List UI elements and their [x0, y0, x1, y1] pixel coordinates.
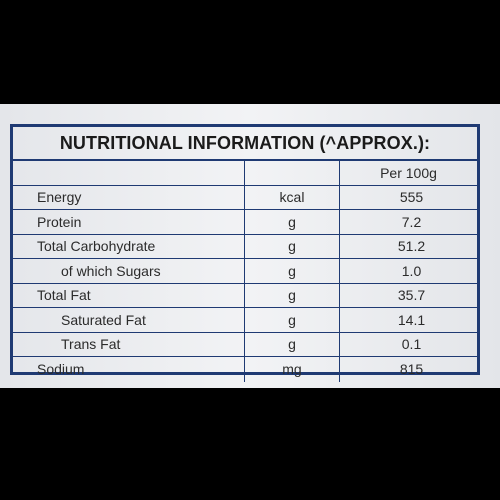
- nutrient-value: 1.0: [401, 262, 422, 279]
- nutrient-unit: g: [245, 234, 340, 258]
- table-title: NUTRITIONAL INFORMATION (^APPROX.):: [13, 127, 477, 161]
- nutrient-value: 7.2: [401, 213, 422, 230]
- nutrient-name: Sodium: [13, 357, 245, 382]
- nutrient-value: 14.1: [397, 311, 426, 328]
- nutrient-value: 35.7: [397, 287, 426, 304]
- nutrient-unit: g: [245, 332, 340, 356]
- table-row: Trans Fat g 0.1: [13, 332, 477, 357]
- nutrient-name: Energy: [13, 185, 245, 209]
- nutrient-value: 815: [399, 361, 424, 378]
- table-row: Saturated Fat g 14.1: [13, 308, 477, 333]
- header-unit-cell: [245, 161, 340, 185]
- nutrient-name: Protein: [13, 210, 245, 234]
- table-row: Total Fat g 35.7: [13, 283, 477, 308]
- nutrient-unit: kcal: [245, 185, 340, 209]
- nutrient-name: of which Sugars: [13, 259, 245, 283]
- nutrient-unit: g: [245, 308, 340, 332]
- table-header-row: Per 100g: [13, 161, 477, 186]
- nutrient-name: Total Fat: [13, 283, 245, 307]
- label-panel: [0, 104, 500, 388]
- table-row: Sodium mg 815: [13, 357, 477, 382]
- nutrient-unit: g: [245, 283, 340, 307]
- nutrient-unit: mg: [245, 357, 340, 382]
- table-row: Total Carbohydrate g 51.2: [13, 234, 477, 259]
- header-per-100g: Per 100g: [380, 164, 437, 181]
- table-row: of which Sugars g 1.0: [13, 259, 477, 284]
- nutrition-table: NUTRITIONAL INFORMATION (^APPROX.): Per …: [10, 124, 480, 382]
- nutrient-value: 555: [399, 189, 424, 206]
- nutrient-value: 51.2: [397, 238, 426, 255]
- nutrient-name: Total Carbohydrate: [13, 234, 245, 258]
- nutrient-value: 0.1: [401, 336, 422, 353]
- nutrient-name: Saturated Fat: [13, 308, 245, 332]
- table-body: Per 100g Energy kcal 555 Protein g 7.2 T…: [13, 161, 477, 382]
- nutrient-name: Trans Fat: [13, 332, 245, 356]
- header-name-cell: [13, 161, 245, 185]
- nutrient-unit: g: [245, 210, 340, 234]
- table-row: Energy kcal 555: [13, 185, 477, 210]
- table-row: Protein g 7.2: [13, 210, 477, 235]
- nutrient-unit: g: [245, 259, 340, 283]
